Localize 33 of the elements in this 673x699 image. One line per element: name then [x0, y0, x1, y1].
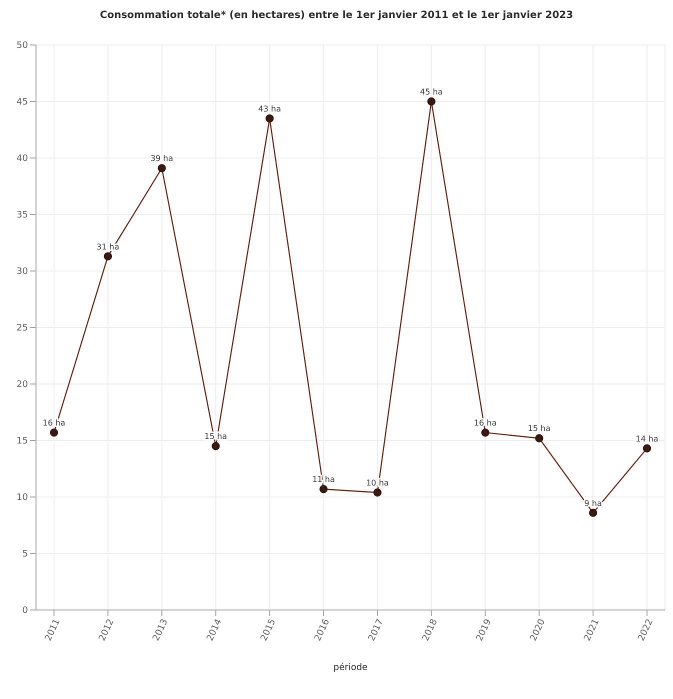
y-tick-label: 15: [16, 436, 28, 447]
x-tick-label: 2012: [98, 618, 116, 643]
data-label: 14 ha: [636, 434, 658, 444]
chart-title: Consommation totale* (en hectares) entre le 1er janvier 2011 et le 1er janvier 2023: [98, 10, 574, 21]
data-label: 39 ha: [150, 154, 174, 164]
x-tick-label: 2013: [152, 618, 170, 643]
x-tick-label: 2019: [475, 617, 494, 643]
data-label: 43 ha: [258, 104, 282, 114]
y-tick-label: 45: [16, 98, 28, 108]
y-tick-label: 5: [22, 550, 28, 560]
y-tick-label: 40: [16, 154, 28, 164]
x-tick-label: 2021: [582, 618, 602, 643]
x-tick-label: 2015: [259, 618, 278, 643]
data-label: 10 ha: [366, 478, 389, 488]
data-label: 15 ha: [528, 424, 551, 434]
x-tick-label: 2020: [528, 617, 548, 643]
y-tick-label: 10: [16, 493, 28, 504]
data-label: 45 ha: [420, 88, 443, 96]
x-tick-label: 2022: [636, 618, 656, 643]
y-tick-label: 0: [22, 606, 28, 616]
x-axis-title: période: [333, 662, 368, 673]
data-label: 16 ha: [474, 418, 497, 428]
data-label: 11 ha: [312, 475, 335, 484]
y-tick-label: 25: [16, 324, 28, 334]
y-tick-label: 30: [16, 267, 28, 278]
x-tick-label: 2011: [44, 618, 63, 643]
x-tick-label: 2017: [367, 618, 386, 643]
y-tick-label: 20: [16, 380, 28, 390]
x-tick-label: 2018: [421, 617, 440, 643]
y-tick-label: 50: [16, 41, 28, 52]
x-tick-label: 2016: [313, 617, 332, 643]
y-tick-label: 35: [16, 210, 28, 221]
x-tick-label: 2014: [205, 617, 224, 643]
